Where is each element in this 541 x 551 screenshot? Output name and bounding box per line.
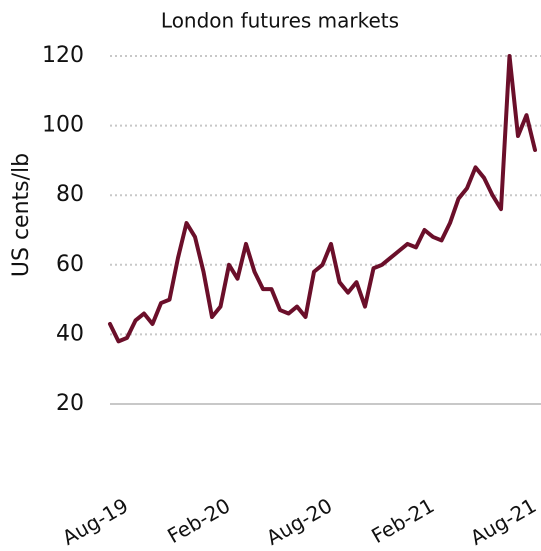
y-tick-label: 40 bbox=[56, 321, 84, 346]
y-axis-label: US cents/lb bbox=[9, 153, 34, 277]
y-tick-label: 120 bbox=[42, 43, 84, 68]
y-tick-label: 60 bbox=[56, 252, 84, 277]
data-line bbox=[108, 54, 537, 344]
y-tick-label: 20 bbox=[56, 391, 84, 416]
chart-title: London futures markets bbox=[161, 9, 399, 33]
x-tick-label: Aug-19 bbox=[58, 493, 132, 550]
x-tick-label: Feb-21 bbox=[367, 493, 438, 548]
x-tick-label: Feb-20 bbox=[163, 493, 234, 548]
y-tick-label: 80 bbox=[56, 182, 84, 207]
x-tick-label: Aug-21 bbox=[466, 493, 540, 550]
x-tick-label: Aug-20 bbox=[262, 493, 336, 550]
y-tick-label: 100 bbox=[42, 113, 84, 138]
